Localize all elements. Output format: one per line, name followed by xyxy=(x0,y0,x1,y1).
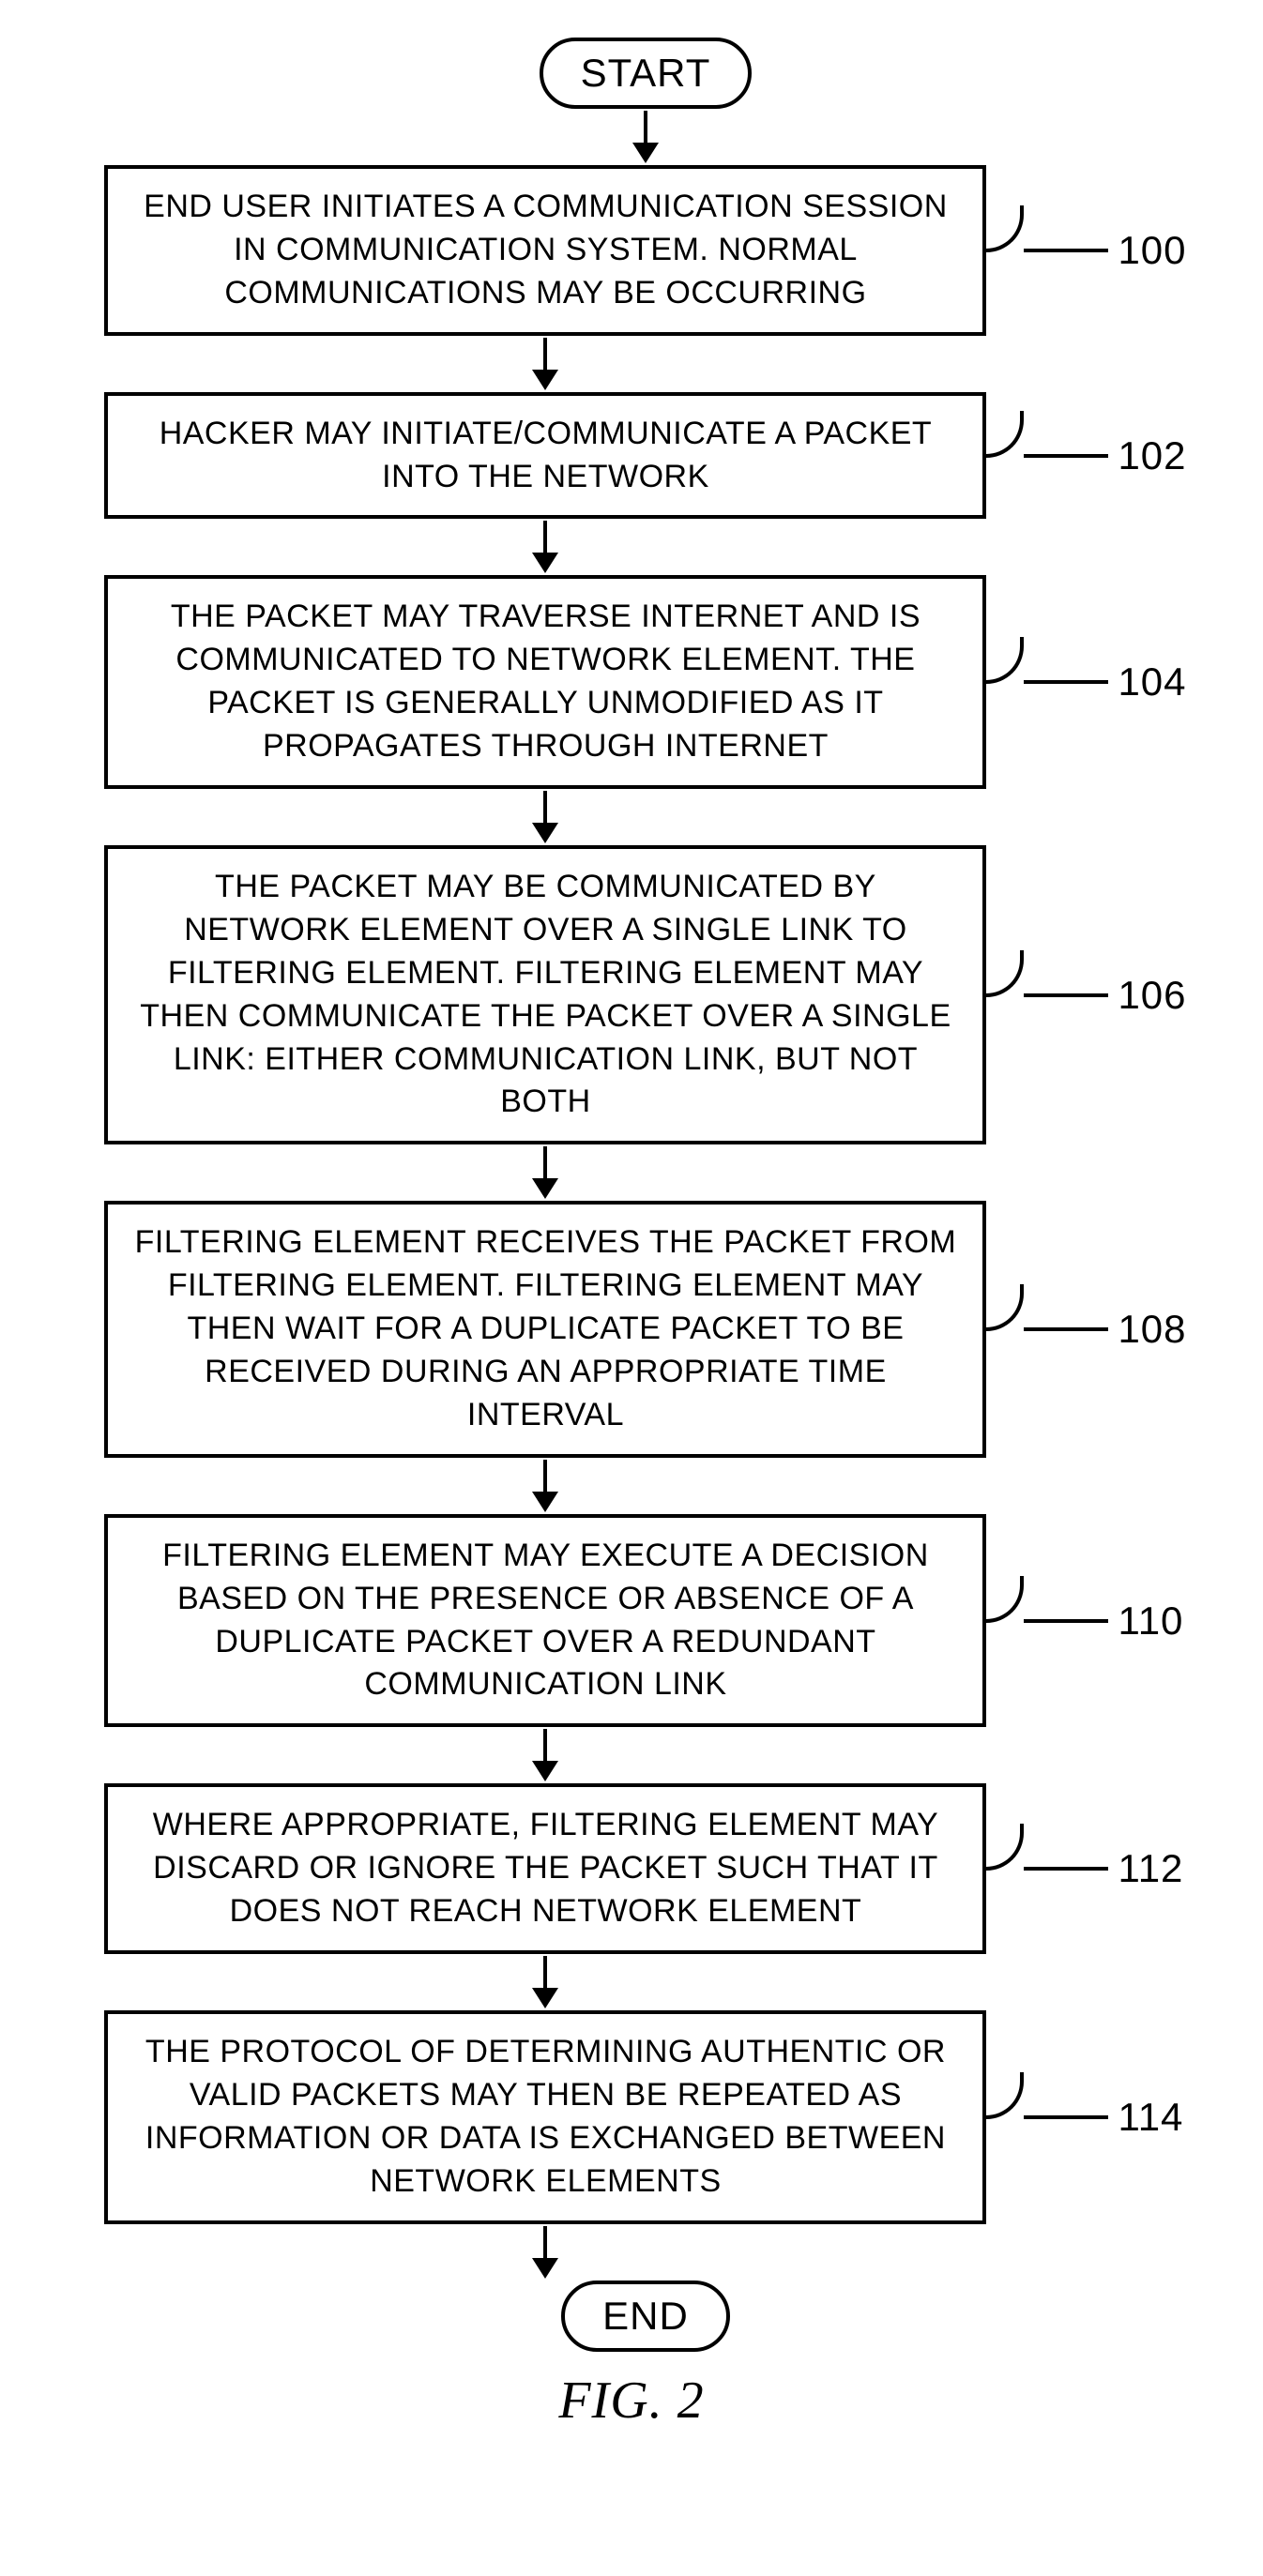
arrow-connector xyxy=(104,1458,986,1514)
process-box: THE PACKET MAY BE COMMUNICATED BY NETWOR… xyxy=(104,845,986,1144)
arrow-head-icon xyxy=(532,2258,558,2279)
arrow-shaft xyxy=(543,2226,547,2258)
reference-number: 110 xyxy=(1118,1599,1183,1644)
process-box: THE PACKET MAY TRAVERSE INTERNET AND IS … xyxy=(104,575,986,789)
process-box: FILTERING ELEMENT RECEIVES THE PACKET FR… xyxy=(104,1201,986,1457)
arrow-head-icon xyxy=(532,1178,558,1199)
reference-number: 108 xyxy=(1118,1307,1186,1352)
process-box: WHERE APPROPRIATE, FILTERING ELEMENT MAY… xyxy=(104,1783,986,1954)
leader-curve xyxy=(986,2072,1024,2119)
start-row: START xyxy=(205,38,1087,109)
arrow-head-icon xyxy=(532,1761,558,1781)
arrow-connector xyxy=(104,2224,986,2281)
flow-step-row: THE PACKET MAY TRAVERSE INTERNET AND IS … xyxy=(76,575,1186,789)
leader-curve xyxy=(986,1824,1024,1871)
arrow-head-icon xyxy=(532,1492,558,1512)
arrow-connector xyxy=(104,336,986,392)
arrow-shaft xyxy=(543,1729,547,1761)
reference-number: 114 xyxy=(1118,2095,1183,2140)
arrow-connector xyxy=(104,1954,986,2010)
flow-step-row: END USER INITIATES A COMMUNICATION SESSI… xyxy=(76,165,1186,336)
arrow-shaft xyxy=(543,791,547,823)
leader-curve xyxy=(986,411,1024,458)
leader-line xyxy=(1024,1619,1108,1623)
arrow-connector xyxy=(104,789,986,845)
figure-label: FIG. 2 xyxy=(558,2371,704,2431)
arrow-head-icon xyxy=(532,823,558,843)
leader-line xyxy=(1024,454,1108,458)
reference-number: 102 xyxy=(1118,433,1186,478)
arrow-head-icon xyxy=(532,553,558,573)
arrow-head-icon xyxy=(632,143,659,163)
reference-number: 100 xyxy=(1118,228,1186,273)
leader-line xyxy=(1024,1327,1108,1331)
end-row: END xyxy=(205,2281,1087,2352)
flow-step-row: FILTERING ELEMENT RECEIVES THE PACKET FR… xyxy=(76,1201,1186,1457)
flow-step-row: THE PROTOCOL OF DETERMINING AUTHENTIC OR… xyxy=(76,2010,1186,2224)
arrow-shaft xyxy=(543,1956,547,1988)
arrow-shaft xyxy=(543,521,547,553)
arrow-shaft xyxy=(543,1146,547,1178)
arrow-shaft xyxy=(543,338,547,370)
process-box: END USER INITIATES A COMMUNICATION SESSI… xyxy=(104,165,986,336)
leader-curve xyxy=(986,205,1024,252)
reference-number: 106 xyxy=(1118,973,1186,1018)
leader-curve xyxy=(986,1284,1024,1331)
flow-step-row: WHERE APPROPRIATE, FILTERING ELEMENT MAY… xyxy=(76,1783,1186,1954)
flow-step-row: FILTERING ELEMENT MAY EXECUTE A DECISION… xyxy=(76,1514,1186,1728)
leader-curve xyxy=(986,637,1024,684)
reference-number: 112 xyxy=(1118,1846,1183,1891)
flow-step-row: THE PACKET MAY BE COMMUNICATED BY NETWOR… xyxy=(76,845,1186,1144)
arrow-shaft xyxy=(543,1460,547,1492)
terminator-end: END xyxy=(561,2281,730,2352)
arrow-shaft xyxy=(644,111,647,143)
arrow-connector xyxy=(104,1727,986,1783)
process-box: HACKER MAY INITIATE/COMMUNICATE A PACKET… xyxy=(104,392,986,520)
leader-line xyxy=(1024,249,1108,252)
arrow-connector xyxy=(104,1144,986,1201)
leader-line xyxy=(1024,1867,1108,1871)
leader-line xyxy=(1024,993,1108,997)
flow-step-row: HACKER MAY INITIATE/COMMUNICATE A PACKET… xyxy=(76,392,1186,520)
arrow-connector xyxy=(205,109,1087,165)
process-box: THE PROTOCOL OF DETERMINING AUTHENTIC OR… xyxy=(104,2010,986,2224)
leader-line xyxy=(1024,2115,1108,2119)
reference-number: 104 xyxy=(1118,659,1186,705)
flowchart-container: START END USER INITIATES A COMMUNICATION… xyxy=(68,38,1195,2431)
arrow-head-icon xyxy=(532,370,558,390)
process-box: FILTERING ELEMENT MAY EXECUTE A DECISION… xyxy=(104,1514,986,1728)
leader-line xyxy=(1024,680,1108,684)
leader-curve xyxy=(986,1576,1024,1623)
arrow-connector xyxy=(104,519,986,575)
arrow-head-icon xyxy=(532,1988,558,2008)
terminator-start: START xyxy=(540,38,753,109)
leader-curve xyxy=(986,950,1024,997)
